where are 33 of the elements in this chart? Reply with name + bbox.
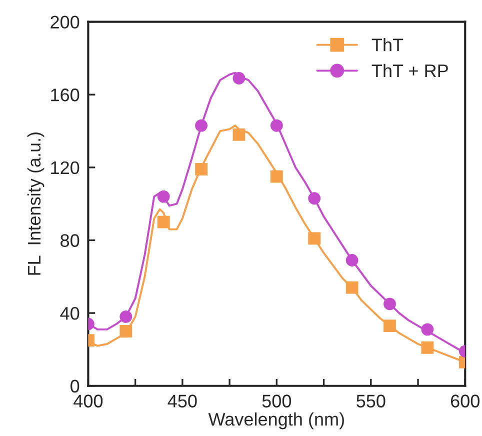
point	[270, 170, 283, 183]
x-tick-label: 400	[74, 394, 103, 408]
legend-label: ThT + RP	[372, 64, 448, 77]
point	[232, 128, 246, 141]
point	[270, 119, 283, 132]
y-tick-label: 80	[60, 234, 80, 247]
point	[421, 341, 434, 354]
x-tick-label: 550	[356, 394, 386, 408]
point	[195, 163, 208, 176]
point	[346, 281, 358, 294]
legend-label: ThT	[372, 38, 404, 52]
y-tick-label: 160	[51, 88, 80, 102]
x-tick-label: 600	[450, 394, 480, 408]
point	[232, 72, 246, 84]
x-axis-title: Wavelength (nm)	[208, 412, 344, 430]
point	[421, 323, 434, 336]
y-tick-label: 200	[50, 16, 80, 29]
y-tick-label: 40	[60, 306, 80, 320]
point	[157, 190, 170, 203]
point	[120, 325, 132, 338]
point	[384, 298, 396, 310]
point	[308, 232, 321, 245]
point	[384, 320, 396, 332]
x-tick-label: 450	[168, 394, 197, 408]
x-tick-label: 500	[262, 394, 292, 408]
y-tick-label: 120	[51, 161, 80, 174]
point	[308, 192, 321, 205]
point	[195, 119, 208, 132]
y-tick-label: 0	[70, 380, 80, 393]
point	[120, 310, 132, 323]
point	[346, 254, 358, 266]
point	[157, 216, 170, 228]
y-axis-title: FL Intensity (a.u.)	[27, 132, 44, 275]
